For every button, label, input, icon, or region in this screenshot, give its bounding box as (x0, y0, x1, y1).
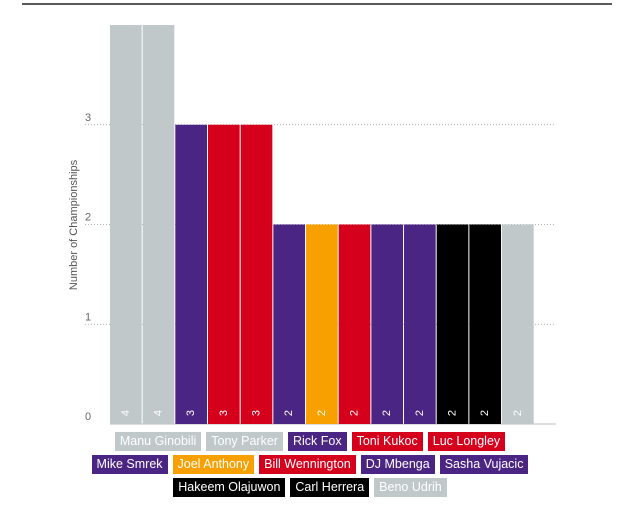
bar-value-label: 2 (283, 410, 295, 416)
legend-item-toni-kukoc: Toni Kukoc (351, 432, 423, 451)
y-tick-label: 0 (85, 411, 91, 423)
legend-item-rick-fox: Rick Fox (287, 432, 347, 451)
bar-value-label: 2 (447, 410, 459, 416)
bar-value-label: 3 (251, 410, 263, 416)
bar (436, 224, 469, 424)
legend-item-tony-parker: Tony Parker (206, 432, 283, 451)
bar (306, 224, 338, 424)
bar-value-label: 4 (120, 410, 132, 416)
bar-value-label: 3 (218, 410, 230, 416)
y-tick-label: 2 (85, 212, 91, 224)
bar-value-label: 2 (349, 410, 361, 416)
bar-value-label: 2 (512, 410, 524, 416)
bar (502, 224, 534, 424)
bar-value-label: 2 (479, 410, 491, 416)
y-ticks: 0 1 2 3 (85, 112, 91, 423)
legend-item-hakeem-olajuwon: Hakeem Olajuwon (173, 478, 286, 497)
legend-item-beno-udrih: Beno Udrih (374, 478, 447, 497)
bar (469, 224, 502, 424)
legend-row: Manu Ginobili Tony Parker Rick Fox Toni … (60, 432, 560, 451)
bar-value-label: 4 (153, 410, 165, 416)
bar (404, 224, 436, 424)
legend-item-carl-herrera: Carl Herrera (290, 478, 370, 497)
bar (371, 224, 404, 424)
y-axis-label: Number of Championships (68, 159, 80, 290)
bar (240, 124, 273, 424)
bar (208, 124, 240, 424)
bar-value-label: 2 (414, 410, 426, 416)
legend-row: Hakeem Olajuwon Carl Herrera Beno Udrih (60, 478, 560, 497)
bar-value-label: 2 (381, 410, 393, 416)
legend-item-manu-ginobili: Manu Ginobili (114, 432, 202, 451)
y-tick-label: 1 (85, 311, 91, 323)
bar (110, 25, 142, 424)
legend-item-luc-longley: Luc Longley (427, 432, 506, 451)
legend-item-sasha-vujacic: Sasha Vujacic (439, 455, 529, 474)
legend: Manu Ginobili Tony Parker Rick Fox Toni … (60, 432, 560, 501)
bar (338, 224, 371, 424)
bar (273, 224, 306, 424)
legend-item-mike-smrek: Mike Smrek (91, 455, 168, 474)
bar-value-label: 2 (316, 410, 328, 416)
bar-value-label: 3 (185, 410, 197, 416)
bar (142, 25, 175, 424)
legend-item-joel-anthony: Joel Anthony (172, 455, 255, 474)
bar (175, 124, 208, 424)
y-tick-label: 3 (85, 112, 91, 124)
legend-row: Mike Smrek Joel Anthony Bill Wennington … (60, 455, 560, 474)
bars: 4 4 3 3 3 2 2 2 2 2 2 2 2 (110, 25, 534, 424)
legend-item-dj-mbenga: DJ Mbenga (360, 455, 435, 474)
legend-item-bill-wennington: Bill Wennington (259, 455, 356, 474)
